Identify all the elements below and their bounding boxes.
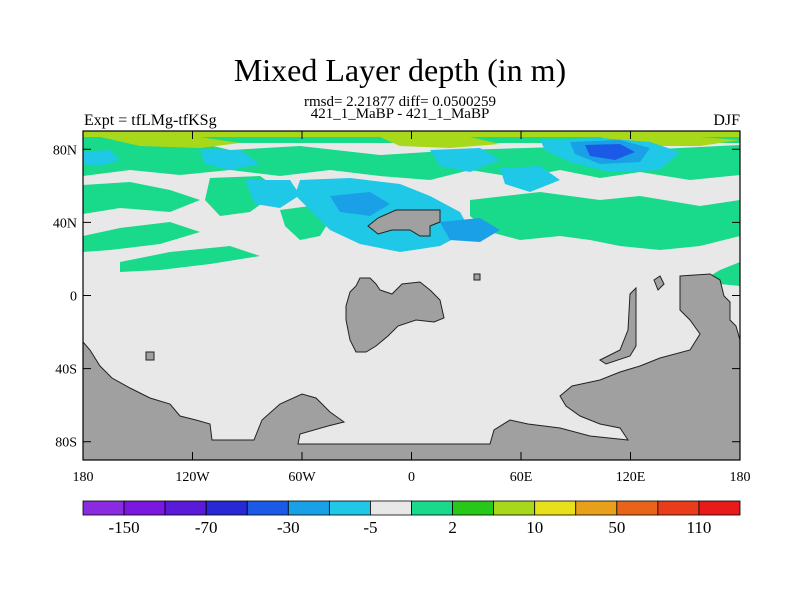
colorbar-swatch <box>123 500 166 516</box>
y-tick-label: 0 <box>70 290 77 305</box>
colorbar-swatch <box>246 500 289 516</box>
colorbar-swatch <box>328 500 371 516</box>
colorbar-swatch <box>287 500 330 516</box>
colorbar-swatch <box>411 500 453 516</box>
comparison-label: 421_1_MaBP - 421_1_MaBP <box>310 106 490 122</box>
y-tick-label: 80N <box>53 143 77 158</box>
x-tick-label: 180 <box>730 470 751 485</box>
colorbar: -150 -70 -30 -5 2 10 50 110 <box>82 500 741 537</box>
x-tick-label: 60W <box>288 470 316 485</box>
x-tick-label: 120E <box>616 470 646 485</box>
x-tick-label: 0 <box>408 470 415 485</box>
colorbar-label: 2 <box>448 518 457 537</box>
field-negative-deepblue <box>585 144 635 160</box>
y-tick-label: 40N <box>53 216 77 231</box>
colorbar-swatch <box>534 500 577 516</box>
colorbar-swatch <box>657 500 700 516</box>
colorbar-label: -70 <box>195 518 218 537</box>
y-axis-ticks: 80N 40N 0 40S 80S <box>53 143 740 451</box>
x-tick-label: 60E <box>510 470 533 485</box>
colorbar-swatch <box>205 500 248 516</box>
x-tick-label: 180 <box>73 470 94 485</box>
x-tick-label: 120W <box>175 470 210 485</box>
colorbar-swatch <box>575 500 618 516</box>
chart-title: Mixed Layer depth (in m) <box>233 52 567 88</box>
colorbar-swatch <box>616 500 659 516</box>
stats-line: rmsd= 2.21877 diff= 0.0500259 <box>303 94 497 110</box>
colorbar-swatch <box>698 500 741 516</box>
field-negative-blue <box>330 140 650 242</box>
colorbar-label: -30 <box>277 518 300 537</box>
colorbar-swatch <box>164 500 207 516</box>
experiment-label: Expt = tfLMg-tfKSg <box>84 112 217 129</box>
y-tick-label: 80S <box>55 436 77 451</box>
colorbar-label: 50 <box>608 518 625 537</box>
colorbar-label: -5 <box>363 518 377 537</box>
colorbar-label: -150 <box>108 518 139 537</box>
colorbar-label: 10 <box>526 518 543 537</box>
x-axis-ticks: 180 120W 60W 0 60E 120E 180 <box>73 131 751 485</box>
season-label: DJF <box>713 112 740 129</box>
colorbar-swatch <box>82 500 125 516</box>
colorbar-swatch <box>493 500 536 516</box>
colorbar-label: 110 <box>687 518 712 537</box>
colorbar-swatch <box>452 500 495 516</box>
y-tick-label: 40S <box>55 363 77 378</box>
colorbar-swatch <box>370 500 412 516</box>
